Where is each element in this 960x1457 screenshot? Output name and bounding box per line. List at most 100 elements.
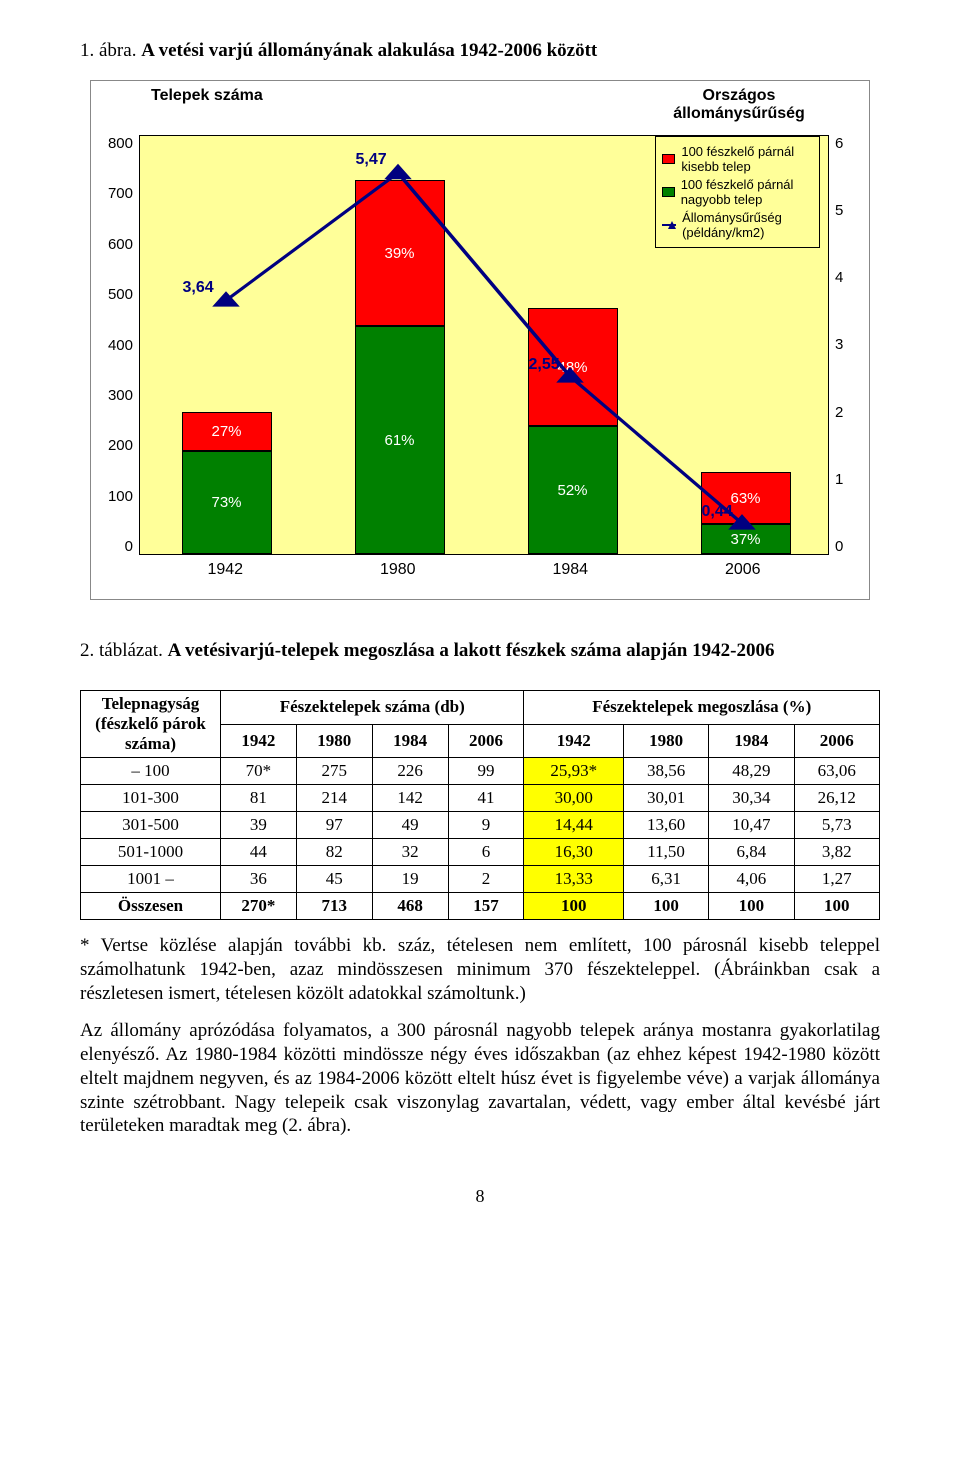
y-left-tick: 200 — [91, 437, 133, 454]
table-row: 501-1000448232616,3011,506,843,82 — [81, 839, 880, 866]
table-rowhead: Telepnagyság (fészkelő párok száma) — [81, 691, 221, 758]
table-cell: 11,50 — [623, 839, 708, 866]
legend-label-green: 100 fészkelő párnál nagyobb telep — [681, 177, 813, 207]
table-cell: 275 — [296, 758, 372, 785]
table-cell: 30,00 — [524, 785, 623, 812]
y-right-tick: 4 — [835, 269, 869, 286]
table-cell: 30,01 — [623, 785, 708, 812]
table-cell: 32 — [372, 839, 448, 866]
table-cell: 41 — [448, 785, 524, 812]
table-year-head: 1984 — [372, 724, 448, 758]
table-sum-cell: 100 — [709, 893, 794, 920]
x-tick: 1984 — [484, 555, 657, 579]
bar-label-green: 37% — [702, 531, 790, 548]
table-cell: 4,06 — [709, 866, 794, 893]
y-left-tick: 300 — [91, 387, 133, 404]
table-cell: 81 — [221, 785, 297, 812]
table-cell: 19 — [372, 866, 448, 893]
table-cell: 44 — [221, 839, 297, 866]
table-sum-cell: 100 — [794, 893, 879, 920]
figure-1-caption: 1. ábra. A vetési varjú állományának ala… — [80, 40, 880, 62]
bar-label-red: 39% — [356, 245, 444, 262]
table-row: – 10070*2752269925,93*38,5648,2963,06 — [81, 758, 880, 785]
y-axis-right: 6543210 — [829, 135, 869, 555]
bar-label-red: 27% — [183, 423, 271, 440]
table-year-head: 1942 — [524, 724, 623, 758]
line-value-label: 5,47 — [356, 151, 387, 169]
table-sum-row: Összesen270*713468157100100100100 — [81, 893, 880, 920]
table-cell: 6,31 — [623, 866, 708, 893]
table-cell: 6 — [448, 839, 524, 866]
y-right-tick: 2 — [835, 404, 869, 421]
table-cell: 142 — [372, 785, 448, 812]
table-group1: Fészektelepek száma (db) — [221, 691, 524, 725]
x-tick: 2006 — [657, 555, 830, 579]
table-2-caption: 2. táblázat. A vetésivarjú-telepek megos… — [80, 640, 880, 662]
y-left-tick: 100 — [91, 488, 133, 505]
legend-swatch-green — [662, 187, 675, 197]
legend-item-line: Állománysűrűség (példány/km2) — [662, 210, 813, 240]
table-sum-cell: 157 — [448, 893, 524, 920]
bar-label-green: 52% — [529, 482, 617, 499]
bar-seg-red: 39% — [355, 180, 445, 326]
page-number: 8 — [80, 1186, 880, 1207]
y-left-tick: 400 — [91, 337, 133, 354]
footnote: * Vertse közlése alapján további kb. szá… — [80, 934, 880, 1005]
table-2-caption-label: 2. táblázat. — [80, 640, 163, 661]
bar-seg-red: 27% — [182, 412, 272, 450]
y-right-tick: 1 — [835, 471, 869, 488]
y-left-tick: 600 — [91, 236, 133, 253]
y-right-title: Országos állománysűrűség — [659, 87, 819, 123]
table-row-key: 1001 – — [81, 866, 221, 893]
legend-label-line: Állománysűrűség (példány/km2) — [682, 210, 813, 240]
table-cell: 63,06 — [794, 758, 879, 785]
bar-seg-green: 52% — [528, 426, 618, 554]
table-year-head: 1980 — [296, 724, 372, 758]
table-row: 1001 –364519213,336,314,061,27 — [81, 866, 880, 893]
table-cell: 6,84 — [709, 839, 794, 866]
x-tick: 1980 — [312, 555, 485, 579]
table-cell: 45 — [296, 866, 372, 893]
table-sum-cell: 468 — [372, 893, 448, 920]
x-tick: 1942 — [139, 555, 312, 579]
legend-box: 100 fészkelő párnál kisebb telep 100 fés… — [655, 136, 820, 248]
table-cell: 9 — [448, 812, 524, 839]
table-cell: 5,73 — [794, 812, 879, 839]
y-right-tick: 5 — [835, 202, 869, 219]
legend-line-icon — [662, 220, 676, 230]
plot-area: 100 fészkelő párnál kisebb telep 100 fés… — [139, 135, 829, 555]
legend-item-red: 100 fészkelő párnál kisebb telep — [662, 144, 813, 174]
bar-seg-green: 61% — [355, 326, 445, 554]
table-year-head: 1942 — [221, 724, 297, 758]
table-sum-cell: 100 — [524, 893, 623, 920]
table-sum-cell: 270* — [221, 893, 297, 920]
bar-group: 52%48% — [528, 308, 618, 554]
y-left-tick: 700 — [91, 185, 133, 202]
table-cell: 16,30 — [524, 839, 623, 866]
table-year-head: 2006 — [448, 724, 524, 758]
bar-label-green: 61% — [356, 432, 444, 449]
table-cell: 70* — [221, 758, 297, 785]
bar-group: 73%27% — [182, 412, 272, 554]
table-cell: 14,44 — [524, 812, 623, 839]
data-table: Telepnagyság (fészkelő párok száma)Fésze… — [80, 690, 880, 920]
table-cell: 99 — [448, 758, 524, 785]
y-axis-left: 8007006005004003002001000 — [91, 135, 139, 555]
table-2-caption-text: A vetésivarjú-telepek megoszlása a lakot… — [168, 640, 775, 661]
line-value-label: 0,44 — [702, 503, 733, 521]
table-row: 301-500399749914,4413,6010,475,73 — [81, 812, 880, 839]
table-group2: Fészektelepek megoszlása (%) — [524, 691, 880, 725]
line-value-label: 3,64 — [183, 279, 214, 297]
chart-frame: Telepek száma Országos állománysűrűség 8… — [90, 80, 870, 600]
legend-item-green: 100 fészkelő párnál nagyobb telep — [662, 177, 813, 207]
table-cell: 214 — [296, 785, 372, 812]
y-left-tick: 500 — [91, 286, 133, 303]
y-right-tick: 6 — [835, 135, 869, 152]
table-cell: 49 — [372, 812, 448, 839]
table-cell: 82 — [296, 839, 372, 866]
y-left-tick: 800 — [91, 135, 133, 152]
legend-label-red: 100 fészkelő párnál kisebb telep — [681, 144, 813, 174]
y-right-tick: 3 — [835, 336, 869, 353]
table-cell: 13,60 — [623, 812, 708, 839]
table-year-head: 1980 — [623, 724, 708, 758]
